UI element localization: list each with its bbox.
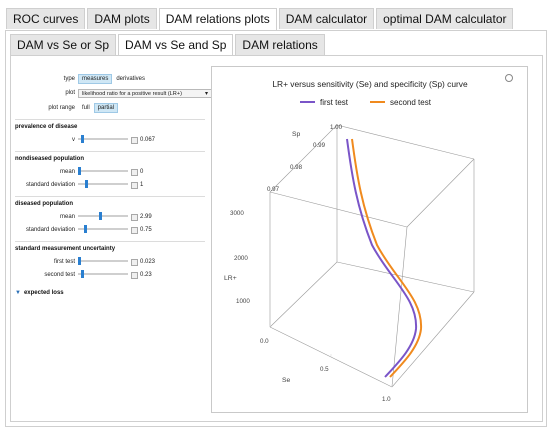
lr-tick-2000: 2000 [234, 255, 248, 262]
type-option-derivatives[interactable]: derivatives [116, 76, 146, 82]
second-test-slider[interactable] [78, 270, 128, 278]
nondiseased-mean-label: mean [59, 169, 75, 175]
plot-options-icon[interactable] [505, 74, 513, 82]
uncertainty-section-title: standard measurement uncertainty [15, 241, 205, 256]
content-panel: type measures derivatives plot likelihoo… [10, 55, 543, 422]
diseased-sd-label: standard deviation [25, 227, 75, 233]
se-tick-0.5: 0.5 [320, 366, 329, 373]
slider-thumb[interactable] [80, 270, 84, 278]
diseased-sd-slider[interactable] [78, 225, 128, 233]
prevalence-v-row: v 0.067 [15, 134, 205, 147]
nondiseased-sd-label: standard deviation [25, 182, 75, 188]
curve-second-test [351, 138, 423, 378]
plot-select[interactable]: likelihood ratio for a positive result (… [78, 89, 212, 98]
first-test-row: first test 0.023 [15, 256, 205, 269]
diseased-section-title: diseased population [15, 196, 205, 211]
tab-dam-plots[interactable]: DAM plots [87, 8, 157, 29]
tab-dam-relations-plots[interactable]: DAM relations plots [158, 8, 277, 30]
type-option-measures[interactable]: measures [78, 74, 113, 84]
tab-dam-vs-se-or-sp[interactable]: DAM vs Se or Sp [10, 34, 117, 55]
se-tick-1.0: 1.0 [382, 396, 391, 403]
plot-range-option-partial[interactable]: partial [93, 103, 119, 113]
plot-area: LR+ versus sensitivity (Se) and specific… [211, 66, 528, 413]
plot-select-value: likelihood ratio for a positive result (… [82, 91, 182, 97]
type-selector: measures derivatives [78, 74, 149, 84]
slider-thumb[interactable] [81, 135, 85, 143]
nondiseased-sd-row: standard deviation 1 [15, 179, 205, 192]
diseased-sd-value: 0.75 [140, 227, 152, 233]
prevalence-v-label: v [72, 137, 75, 143]
sp-tick-1.00: 1.00 [330, 124, 343, 131]
plot-label: plot [65, 90, 75, 96]
lr-plot-svg: LR+ versus sensitivity (Se) and specific… [224, 79, 475, 403]
second-test-row: second test 0.23 [15, 269, 205, 282]
prevalence-section-title: prevalence of disease [15, 119, 205, 134]
expand-icon[interactable] [131, 272, 138, 279]
sp-axis-label: Sp [292, 131, 301, 138]
slider-thumb[interactable] [85, 180, 89, 188]
legend-second-test: second test [390, 98, 432, 107]
tab-dam-calculator[interactable]: DAM calculator [278, 8, 375, 29]
diseased-mean-slider[interactable] [78, 212, 128, 220]
nondiseased-sd-value: 1 [140, 182, 144, 188]
plot-range-label: plot range [48, 105, 75, 111]
second-test-value: 0.23 [140, 272, 152, 278]
expand-icon[interactable] [131, 214, 138, 221]
slider-thumb[interactable] [99, 212, 103, 220]
main-tabbar: ROC curves DAM plots DAM relations plots… [6, 8, 515, 30]
expand-icon[interactable] [131, 169, 138, 176]
expand-icon[interactable] [131, 227, 138, 234]
first-test-label: first test [53, 259, 75, 265]
floor-grid [269, 325, 393, 387]
sp-tick-0.99: 0.99 [313, 142, 326, 149]
expand-icon[interactable] [131, 182, 138, 189]
legend-first-test: first test [320, 98, 349, 107]
main-panel: DAM vs Se or Sp DAM vs Se and Sp DAM rel… [5, 30, 547, 427]
diseased-mean-value: 2.99 [140, 214, 152, 220]
plot-range-row: plot range full partial [15, 102, 205, 115]
expected-loss-toggle[interactable]: ▼ expected loss [15, 290, 205, 296]
triangle-down-icon: ▼ [15, 290, 21, 296]
lr-tick-3000: 3000 [230, 210, 244, 217]
tab-optimal-dam-calculator[interactable]: optimal DAM calculator [376, 8, 514, 29]
prevalence-v-value: 0.067 [140, 137, 156, 143]
diseased-sd-row: standard deviation 0.75 [15, 224, 205, 237]
type-label: type [63, 76, 75, 82]
plot-range-selector: full partial [78, 103, 119, 113]
nondiseased-sd-slider[interactable] [78, 180, 128, 188]
expand-icon[interactable] [131, 137, 138, 144]
sub-tabbar: DAM vs Se or Sp DAM vs Se and Sp DAM rel… [10, 34, 327, 56]
first-test-slider[interactable] [78, 257, 128, 265]
slider-thumb[interactable] [83, 225, 87, 233]
slider-thumb[interactable] [78, 167, 81, 175]
nondiseased-mean-value: 0 [140, 169, 144, 175]
lr-tick-1000: 1000 [236, 298, 250, 305]
sp-tick-0.97: 0.97 [267, 186, 280, 193]
second-test-label: second test [44, 272, 75, 278]
curve-first-test [346, 138, 418, 378]
nondiseased-mean-row: mean 0 [15, 166, 205, 179]
nondiseased-mean-slider[interactable] [78, 167, 128, 175]
sp-tick-0.98: 0.98 [290, 164, 303, 171]
first-test-value: 0.023 [140, 259, 156, 265]
diseased-mean-label: mean [59, 214, 75, 220]
expected-loss-label: expected loss [23, 290, 64, 296]
controls-panel: type measures derivatives plot likelihoo… [15, 73, 212, 296]
plot-range-option-full[interactable]: full [82, 105, 90, 111]
chart-title: LR+ versus sensitivity (Se) and specific… [272, 79, 468, 89]
tab-dam-vs-se-and-sp[interactable]: DAM vs Se and Sp [118, 34, 234, 56]
prevalence-v-slider[interactable] [78, 135, 128, 143]
nondiseased-section-title: nondiseased population [15, 151, 205, 166]
tab-dam-relations[interactable]: DAM relations [235, 34, 325, 55]
type-row: type measures derivatives [15, 73, 205, 86]
lr-axis-label: LR+ [224, 275, 237, 282]
slider-thumb[interactable] [78, 257, 81, 265]
se-axis-label: Se [282, 377, 291, 384]
expand-icon[interactable] [131, 259, 138, 266]
plot-row: plot likelihood ratio for a positive res… [15, 86, 212, 102]
tab-roc-curves[interactable]: ROC curves [6, 8, 86, 29]
chevron-down-icon: ▾ [204, 91, 208, 97]
diseased-mean-row: mean 2.99 [15, 211, 205, 224]
se-tick-0.0: 0.0 [260, 338, 269, 345]
